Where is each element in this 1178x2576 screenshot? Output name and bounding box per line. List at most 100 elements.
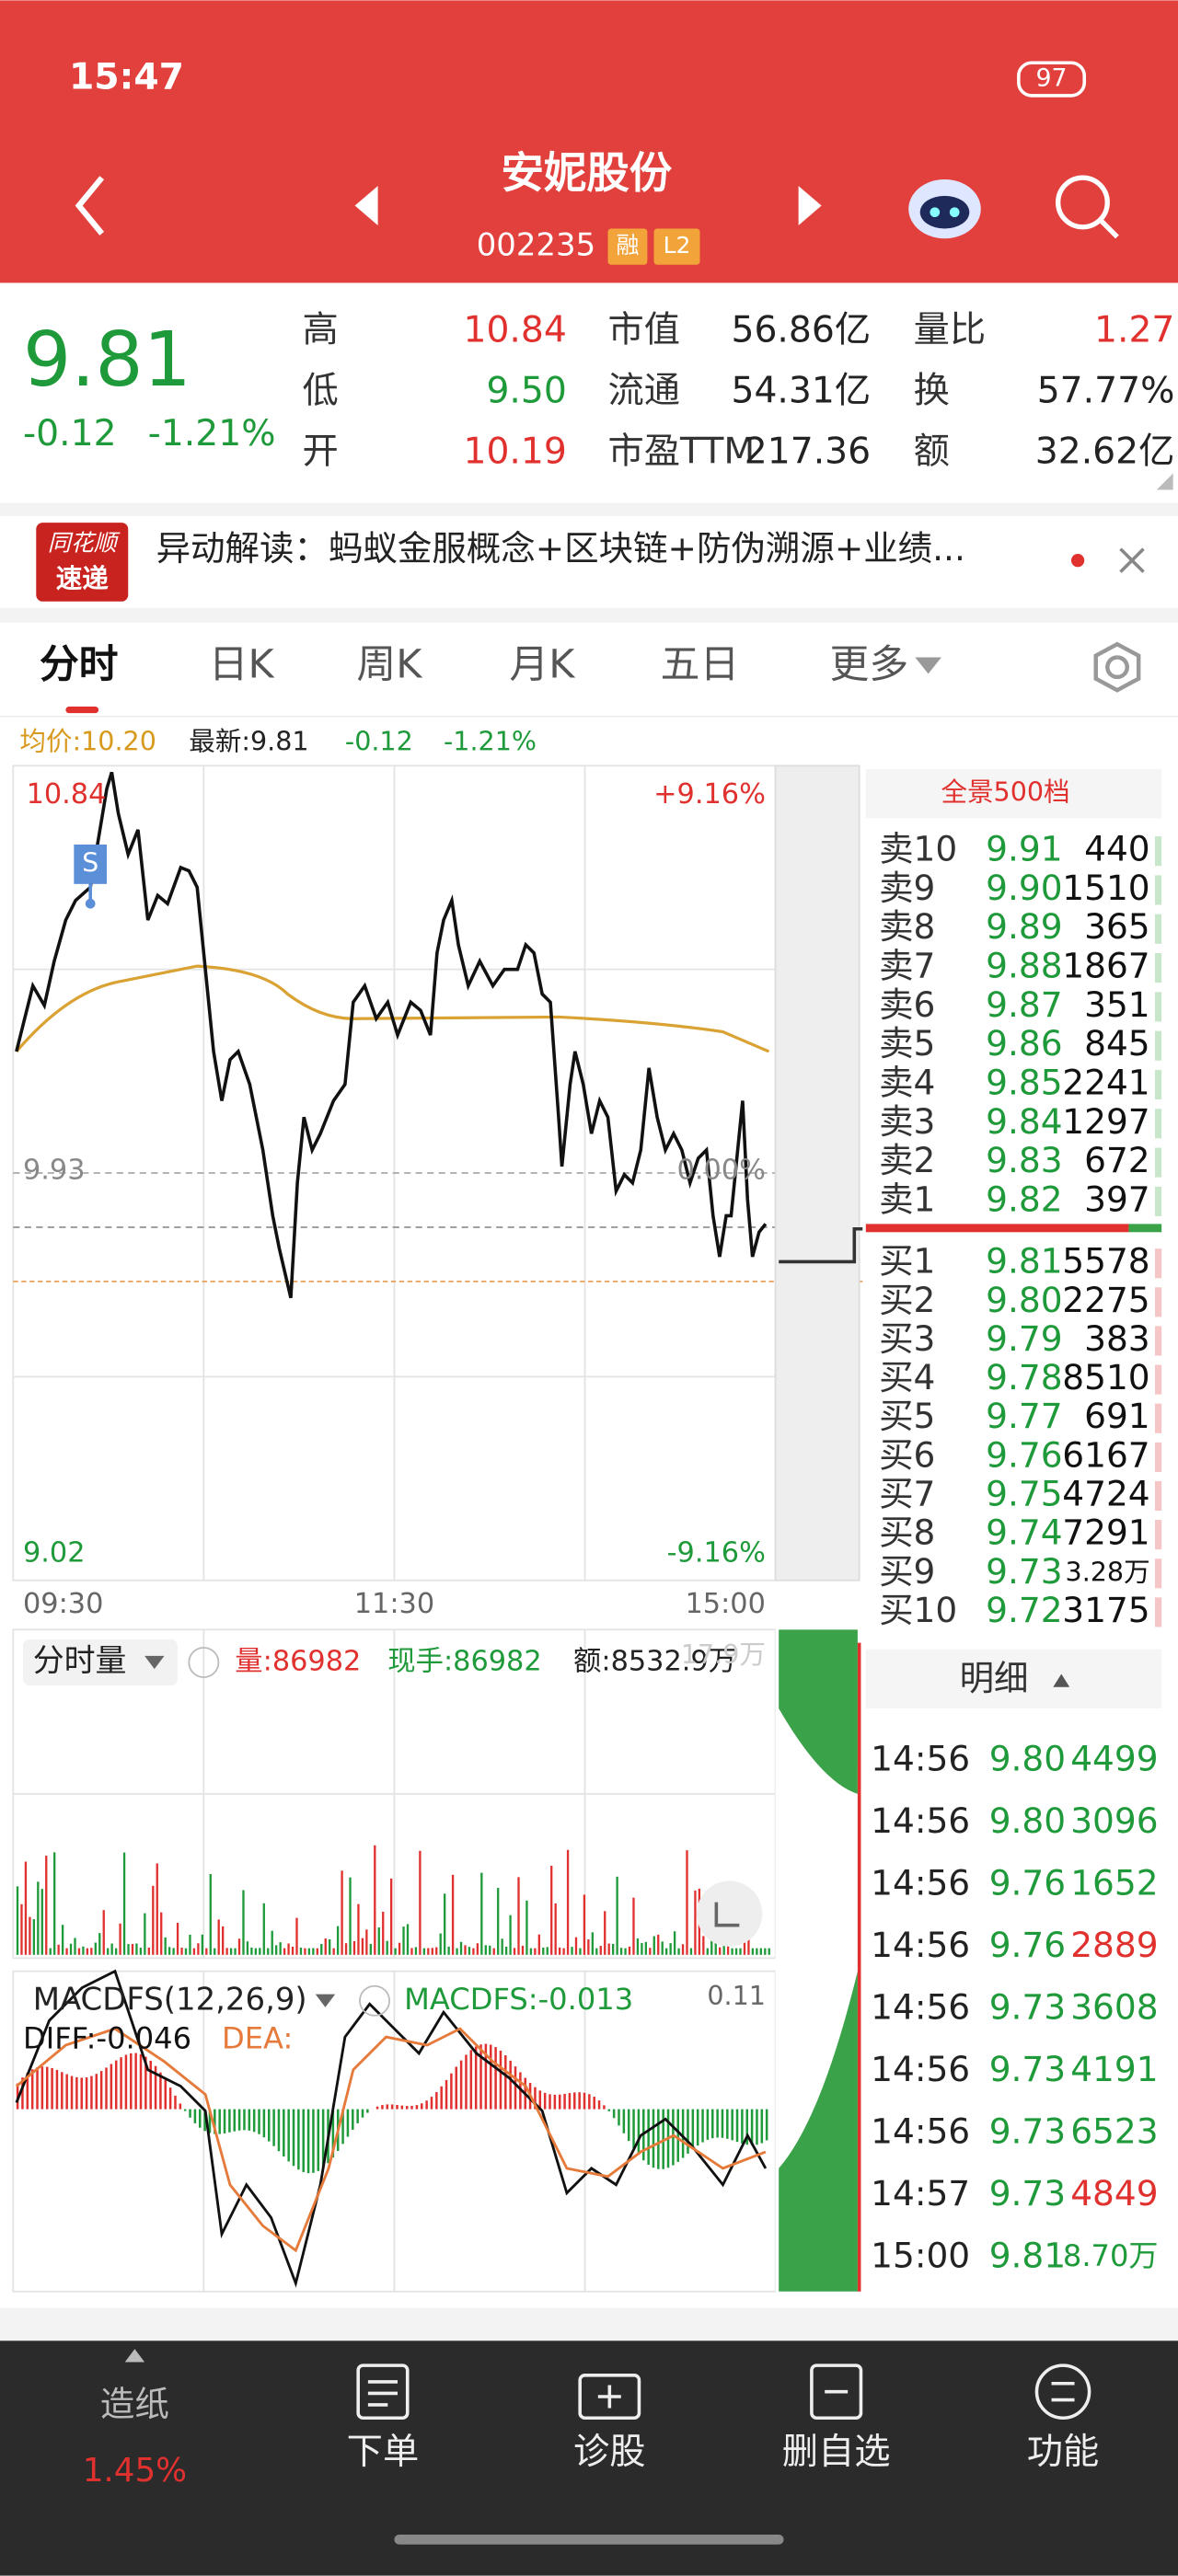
macd-bar-decor [223,2109,226,2133]
macd-bar-decor [218,2109,221,2134]
macd-bar-decor [425,2100,428,2110]
volume-bar-decor [94,1942,97,1955]
tab[interactable]: 分时 [40,642,119,688]
volume-bar-decor [537,1934,540,1955]
volume-bar-decor [464,1945,467,1955]
search-icon[interactable] [1056,175,1119,239]
trade-time: 14:56 [871,1739,970,1779]
book-depth [1155,1030,1162,1061]
expand-corner[interactable] [1156,473,1173,490]
macd-bar-decor [287,2109,290,2162]
macd-bar-decor [657,2109,660,2169]
help-icon[interactable] [188,1647,220,1678]
volume-bar-decor [312,1948,315,1955]
battery-level: 97 [1036,64,1068,93]
macd-bar-decor [400,2105,404,2110]
price-change-pct: -1.21% [148,413,276,454]
next-stock[interactable] [798,186,822,225]
macd-bar-decor [716,2109,719,2138]
macd-bar-decor [647,2109,650,2165]
volume-bar-decor [53,1852,56,1955]
macd-bar-decor [681,2109,685,2158]
stat-value: 10.84 [463,310,566,351]
trade-price: 9.80 [989,1739,1066,1779]
more-arrow[interactable] [915,657,941,674]
volume-bar-decor [451,1874,455,1955]
fullscreen-button[interactable] [696,1880,763,1947]
macd-bar-decor [375,2106,379,2110]
tab[interactable]: 更多 [830,642,909,688]
fullscreen-icon [714,1902,740,1927]
trade-time: 14:56 [871,1800,970,1841]
book-volume: 1867 [1062,946,1149,986]
macdfs: MACDFS:-0.013 [404,1982,633,2017]
volume-bar-decor [587,1938,590,1955]
volume-title[interactable]: 分时量 [33,1643,127,1679]
settings-icon[interactable] [1093,641,1141,693]
tab[interactable]: 五日 [661,642,740,688]
volume-bar-decor [731,1948,733,1955]
book-depth [1155,1597,1162,1627]
macd-bar-decor [297,2109,300,2170]
close-news[interactable] [1119,547,1145,573]
sector-name[interactable]: 造纸 [100,2384,169,2424]
nav-item[interactable]: 诊股 [573,2432,646,2473]
help-icon[interactable] [359,1984,390,2017]
nav-item[interactable]: 删自选 [782,2432,891,2473]
book-depth [1155,1109,1162,1139]
order-book-title[interactable]: 全景500档 [941,776,1069,808]
avg-price: 均价:10.20 [19,725,156,756]
volume-bar-decor [336,1926,340,1955]
book-price: 9.87 [986,984,1062,1025]
news-text[interactable]: 异动解读：蚂蚁金服概念+区块链+防伪溯源+业绩... [156,528,965,569]
tab[interactable]: 周K [356,642,422,688]
macd-bar-decor [85,2076,88,2110]
macd-bar-decor [750,2109,754,2145]
volume-bar-decor [534,1948,537,1955]
macd-bar-decor [731,2109,733,2141]
volume-bar-decor [192,1948,196,1955]
prev-stock[interactable] [354,186,378,225]
volume-bar-decor [579,1948,582,1955]
volume-bar-decor [37,1881,40,1955]
macd-title[interactable]: MACDFS(12,26,9) [33,1981,307,2017]
back-button[interactable] [75,176,105,236]
macd-bar-decor [65,2074,68,2110]
book-volume: 8510 [1062,1357,1149,1397]
signal-label: S [82,846,98,878]
volume-bar-decor [456,1948,458,1955]
book-price: 9.84 [986,1101,1062,1142]
volume-bar-decor [677,1948,680,1955]
macd-bar-decor [183,2109,187,2111]
tab[interactable]: 月K [509,642,575,688]
assistant-icon[interactable] [908,178,981,239]
volume-bar-decor [377,1927,380,1955]
volume-bar-decor [259,1948,261,1955]
book-volume: 3175 [1062,1590,1149,1630]
volume-bar-decor [180,1948,183,1955]
trades-title[interactable]: 明细 [960,1658,1029,1698]
volume-select-bg[interactable] [22,1639,178,1686]
macd-bar-decor [174,2095,177,2110]
volume-bar-decor [706,1948,709,1955]
signal-marker[interactable] [74,844,108,909]
book-volume: 691 [1084,1396,1150,1436]
volume-bar-decor [267,1948,270,1955]
macd-bar-decor [252,2109,256,2133]
volume-bar-decor [176,1922,179,1955]
tab[interactable]: 日K [209,642,275,688]
volume-bar-decor [361,1938,364,1955]
side-volume [775,1629,861,2292]
macd-bar-decor [745,2109,748,2145]
volume-bar-decor [254,1948,258,1955]
macd-bar-decor [312,2109,315,2173]
volume-bar-decor [689,1948,693,1955]
nav-item[interactable]: 功能 [1027,2432,1100,2473]
book-volume: 6167 [1062,1434,1149,1475]
book-volume: 1297 [1062,1101,1149,1142]
nav-item[interactable]: 下单 [347,2432,420,2473]
trade-volume: 2889 [1070,1925,1158,1965]
volume-bar-decor [529,1948,533,1955]
stock-code: 002235 [477,227,595,263]
volume-bar-decor [702,1936,705,1955]
